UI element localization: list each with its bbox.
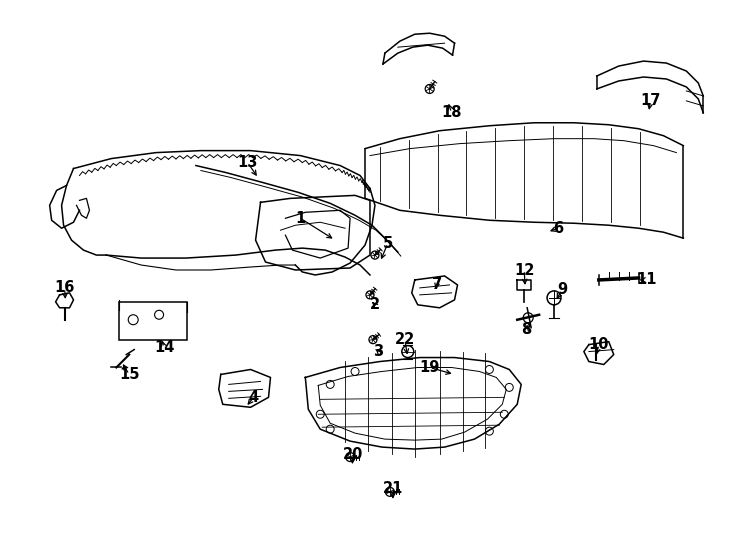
Circle shape [547,291,561,305]
Circle shape [326,425,334,433]
Text: 9: 9 [557,282,567,298]
Circle shape [326,380,334,388]
Text: 16: 16 [54,280,75,295]
Text: 14: 14 [154,340,174,355]
Text: 7: 7 [432,278,442,293]
Circle shape [155,310,164,319]
Text: 15: 15 [119,367,139,382]
Circle shape [523,313,533,323]
Circle shape [485,427,493,435]
Circle shape [369,336,377,343]
Text: 11: 11 [636,273,657,287]
Text: 2: 2 [370,298,380,312]
Circle shape [485,366,493,374]
Circle shape [385,488,394,496]
FancyBboxPatch shape [120,302,187,340]
Circle shape [371,251,379,259]
Text: 1: 1 [295,211,305,226]
Text: 17: 17 [640,93,661,109]
Text: 18: 18 [441,105,462,120]
Text: 20: 20 [343,447,363,462]
Text: 4: 4 [249,390,258,405]
Text: 3: 3 [373,344,383,359]
Text: 12: 12 [514,262,534,278]
Circle shape [401,346,414,357]
Circle shape [351,368,359,375]
Text: 5: 5 [382,235,393,251]
Text: 19: 19 [420,360,440,375]
Text: 22: 22 [395,332,415,347]
Text: 10: 10 [589,337,609,352]
Text: 6: 6 [553,221,563,236]
Text: 8: 8 [521,322,531,337]
Circle shape [501,410,508,418]
Text: 21: 21 [382,481,403,496]
Circle shape [366,291,374,299]
Circle shape [425,84,434,93]
Text: 13: 13 [237,155,258,170]
Circle shape [505,383,513,392]
Circle shape [346,453,355,462]
Circle shape [128,315,138,325]
Circle shape [316,410,324,418]
